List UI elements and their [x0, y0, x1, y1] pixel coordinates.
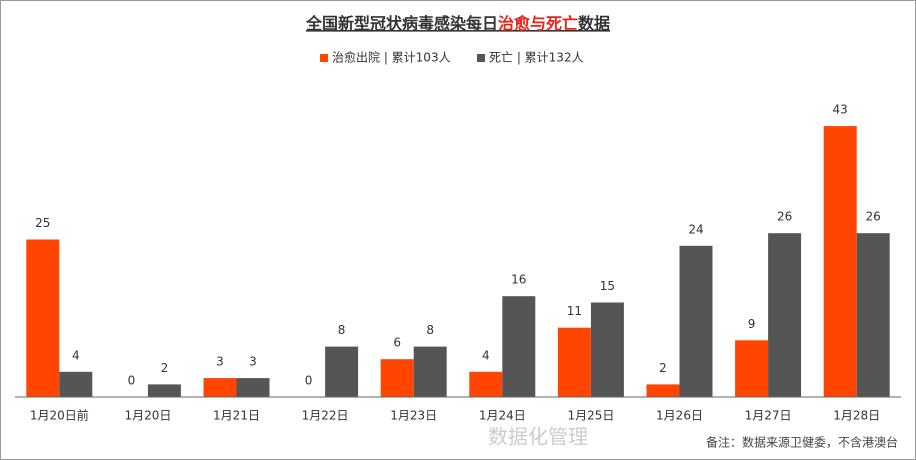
legend-swatch [477, 54, 485, 62]
value-label: 25 [35, 216, 50, 230]
value-label: 8 [338, 323, 346, 337]
x-tick-label: 1月28日 [833, 409, 880, 423]
legend-swatch [320, 54, 328, 62]
chart-title: 全国新型冠状病毒感染每日治愈与死亡数据 [305, 14, 610, 33]
value-label: 0 [305, 374, 313, 388]
x-tick-label: 1月26日 [656, 409, 703, 423]
value-label: 3 [249, 355, 257, 369]
bar [856, 233, 890, 397]
title-part: 全国新型冠状病毒感染每日 [305, 14, 498, 33]
value-label: 26 [777, 210, 792, 224]
bar [735, 340, 769, 397]
bar [325, 346, 359, 397]
title-part: 数据 [578, 14, 610, 33]
bar [380, 359, 414, 397]
x-tick-label: 1月25日 [567, 409, 614, 423]
bar [59, 371, 93, 397]
bar [823, 126, 857, 397]
value-label: 26 [866, 210, 881, 224]
value-label: 15 [600, 279, 615, 293]
footnote: 备注：数据来源卫健委，不含港澳台 [706, 435, 898, 450]
value-label: 43 [833, 103, 848, 117]
value-label: 24 [688, 222, 703, 236]
value-label: 3 [216, 355, 224, 369]
bar [26, 239, 60, 397]
value-label: 11 [567, 304, 582, 318]
x-tick-label: 1月24日 [479, 409, 526, 423]
x-tick-label: 1月23日 [390, 409, 437, 423]
watermark: 数据化管理 [488, 425, 588, 449]
title-part: 治愈与死亡 [498, 14, 578, 33]
x-tick-label: 1月27日 [745, 409, 792, 423]
bar [646, 384, 680, 397]
value-label: 2 [161, 361, 169, 375]
bar [557, 327, 591, 397]
legend-label: 治愈出院 | 累计103人 [332, 50, 451, 65]
x-tick-label: 1月21日 [213, 409, 260, 423]
value-label: 4 [482, 348, 490, 362]
bar [413, 346, 447, 397]
x-tick-label: 1月22日 [302, 409, 349, 423]
x-tick-label: 1月20日 [124, 409, 171, 423]
legend-label: 死亡 | 累计132人 [489, 51, 584, 65]
value-label: 16 [511, 273, 526, 287]
bar [147, 384, 181, 397]
bar [768, 233, 802, 397]
bar [203, 378, 237, 397]
bar [236, 378, 270, 397]
bar [590, 302, 624, 397]
value-label: 6 [393, 336, 401, 350]
bar [502, 296, 536, 397]
value-label: 8 [426, 323, 434, 337]
value-label: 2 [659, 361, 667, 375]
value-label: 9 [748, 317, 756, 331]
bar [679, 245, 713, 397]
value-label: 4 [72, 348, 80, 362]
value-label: 0 [128, 374, 136, 388]
bar [469, 371, 503, 397]
x-tick-label: 1月20日前 [30, 408, 89, 423]
